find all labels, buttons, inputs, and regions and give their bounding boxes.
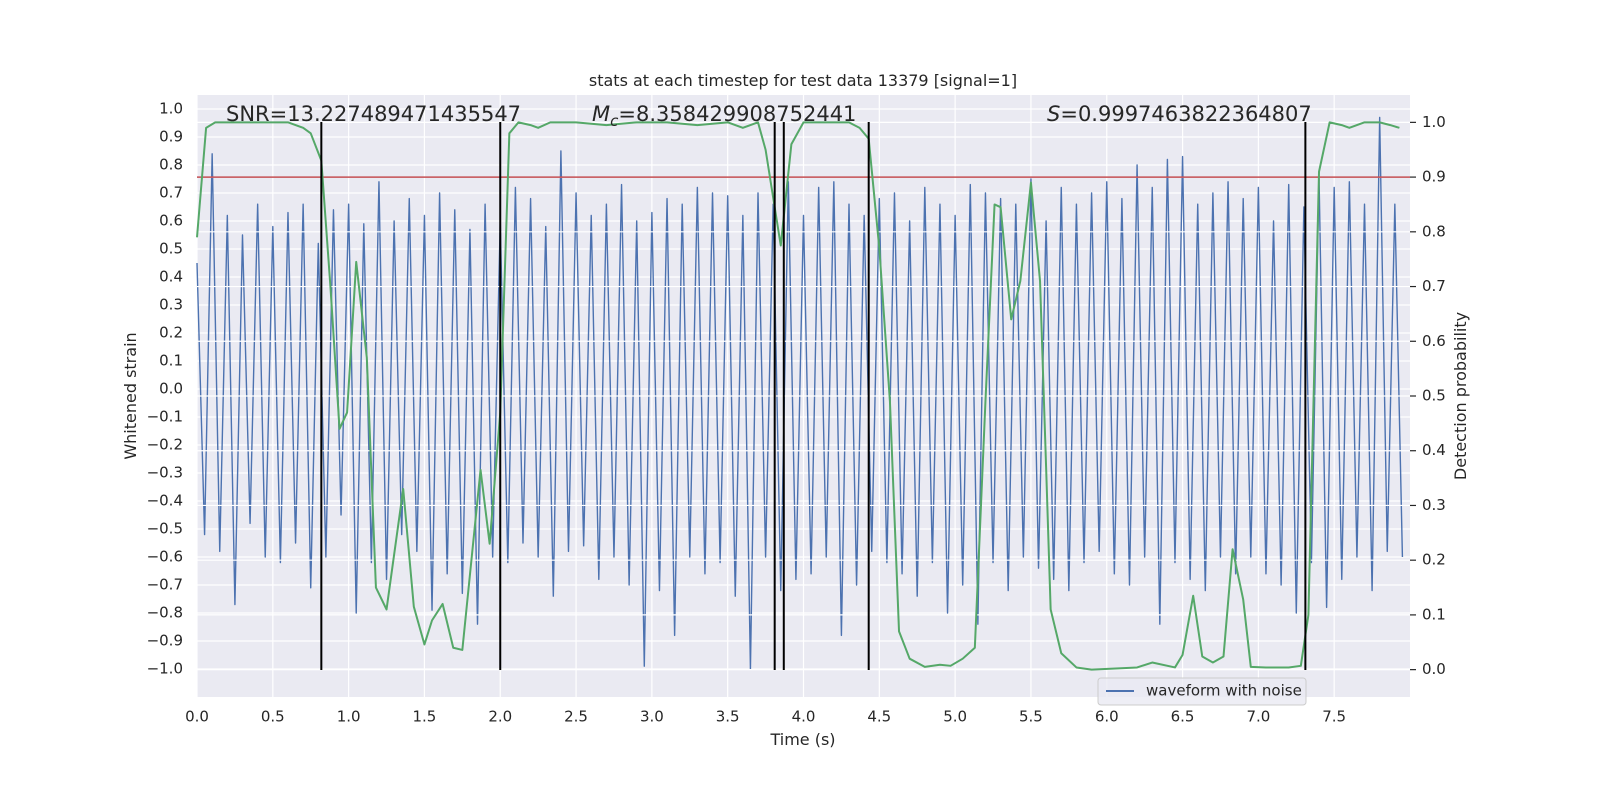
annotation-text: SNR=13.227489471435547 [226,102,521,126]
y-tick-label: 0.3 [159,296,183,314]
x-tick-label: 1.5 [413,708,437,726]
annotation-text: =0.9997463822364807 [1060,102,1311,126]
y2-tick-label: 1.0 [1422,113,1446,131]
y-tick-label: 0.2 [159,324,183,342]
y-tick-label: 0.0 [159,380,183,398]
y-tick-label: −0.7 [147,576,183,594]
y2-tick-label: 0.4 [1422,441,1446,459]
probability-line [196,121,1400,671]
y-tick-label: 0.9 [159,128,183,146]
y2-axis-label: Detection probability [1451,312,1470,480]
y-tick-label: −0.5 [147,520,183,538]
y2-tick-label: 0.0 [1422,660,1446,678]
y-tick-label: 0.5 [159,240,183,258]
legend-label: waveform with noise [1146,682,1302,700]
annotation-sub: c [610,112,619,130]
annotation: SNR=13.227489471435547 [226,102,521,126]
x-tick-label: 0.0 [185,708,209,726]
x-tick-label: 7.5 [1322,708,1346,726]
x-tick-label: 2.0 [488,708,512,726]
x-tick-label: 4.0 [792,708,816,726]
y2-tick-label: 0.1 [1422,605,1446,623]
y2-tick-label: 0.6 [1422,332,1446,350]
y2-tick-label: 0.7 [1422,277,1446,295]
y-tick-label: 0.6 [159,212,183,230]
x-tick-label: 2.5 [564,708,588,726]
annotation-var: S [1047,102,1060,126]
annotation: Mc=8.358429908752441 [592,102,856,130]
x-tick-label: 1.0 [337,708,361,726]
y-tick-label: 0.8 [159,156,183,174]
y-tick-label: −0.8 [147,604,183,622]
y-tick-label: −1.0 [147,660,183,678]
x-axis-label: Time (s) [769,730,835,749]
legend-box [1097,677,1307,706]
y-tick-label: −0.3 [147,464,183,482]
x-tick-label: 6.5 [1171,708,1195,726]
x-tick-label: 4.5 [867,708,891,726]
y2-tick-label: 0.5 [1422,387,1446,405]
x-tick-label: 0.5 [261,708,285,726]
x-tick-label: 5.0 [943,708,967,726]
x-tick-label: 3.0 [640,708,664,726]
y-tick-label: −0.6 [147,548,183,566]
y2-tick-label: 0.8 [1422,222,1446,240]
y-tick-label: −0.1 [147,408,183,426]
y-tick-label: 0.7 [159,184,183,202]
x-tick-label: 3.5 [716,708,740,726]
y2-tick-label: 0.3 [1422,496,1446,514]
chart-title: stats at each timestep for test data 133… [589,71,1017,90]
y-tick-label: 0.4 [159,268,183,286]
y-tick-label: −0.4 [147,492,183,510]
waveform-line [196,116,1404,670]
y2-tick-label: 0.2 [1422,551,1446,569]
x-tick-label: 6.0 [1095,708,1119,726]
y-tick-label: −0.2 [147,436,183,454]
y-tick-label: 1.0 [159,100,183,118]
y-tick-label: −0.9 [147,632,183,650]
y2-tick-label: 0.9 [1422,168,1446,186]
y-axis-label: Whitened strain [121,332,140,459]
x-tick-label: 5.5 [1019,708,1043,726]
y-tick-label: 0.1 [159,352,183,370]
annotation-text: =8.358429908752441 [618,102,856,126]
x-tick-label: 7.0 [1246,708,1270,726]
annotation: S=0.9997463822364807 [1047,102,1312,126]
annotation-var: M [592,102,610,126]
